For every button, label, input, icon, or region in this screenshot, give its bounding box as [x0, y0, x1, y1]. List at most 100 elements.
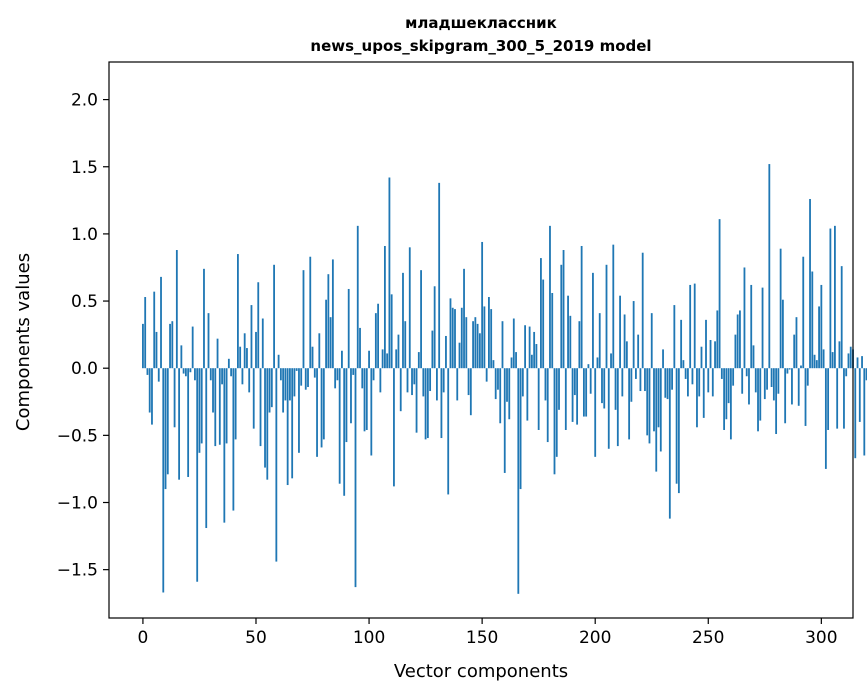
- bar-104: [377, 303, 380, 369]
- bar-254: [716, 310, 719, 369]
- bar-309: [840, 266, 843, 369]
- bar-267: [745, 368, 748, 377]
- bar-300: [820, 284, 823, 369]
- bar-143: [465, 317, 468, 369]
- bar-106: [381, 349, 384, 369]
- bar-137: [451, 307, 454, 369]
- bar-141: [460, 307, 463, 369]
- bar-200: [594, 368, 597, 457]
- bar-62: [282, 368, 285, 413]
- bar-40: [232, 368, 235, 511]
- bar-173: [533, 331, 536, 369]
- bar-246: [698, 368, 701, 397]
- bar-92: [350, 368, 352, 424]
- bar-150: [481, 241, 484, 369]
- bar-90: [345, 368, 348, 443]
- bar-8: [160, 276, 162, 369]
- bar-3: [148, 368, 151, 413]
- bar-189: [569, 315, 572, 369]
- y-tick-label: 0.0: [71, 359, 98, 379]
- bar-316: [856, 357, 859, 369]
- bar-151: [483, 306, 486, 369]
- bar-185: [560, 264, 563, 369]
- bar-240: [684, 368, 687, 379]
- bar-190: [571, 368, 574, 422]
- bar-56: [268, 368, 271, 413]
- bar-63: [284, 368, 287, 401]
- bar-238: [680, 319, 683, 369]
- bar-95: [356, 225, 359, 369]
- x-tick-label: 50: [245, 628, 267, 648]
- bar-257: [723, 368, 726, 430]
- bar-50: [255, 331, 257, 369]
- bar-41: [234, 368, 237, 440]
- bar-197: [587, 364, 590, 369]
- bar-251: [709, 340, 712, 369]
- bar-39: [230, 368, 233, 377]
- bar-84: [331, 259, 334, 369]
- bar-112: [395, 349, 398, 369]
- bar-292: [802, 256, 805, 369]
- bar-43: [239, 346, 242, 369]
- bar-19: [184, 368, 187, 377]
- bar-20: [187, 368, 190, 477]
- bar-255: [718, 219, 721, 369]
- bar-202: [598, 313, 601, 369]
- bars-group: [142, 164, 867, 594]
- bar-44: [241, 368, 244, 385]
- bar-212: [621, 368, 624, 397]
- bar-227: [655, 368, 658, 472]
- bar-96: [359, 327, 361, 369]
- bar-6: [155, 331, 158, 369]
- bar-296: [811, 271, 814, 369]
- bar-100: [368, 350, 370, 369]
- bar-260: [729, 368, 732, 440]
- x-tick-label: 0: [138, 628, 149, 648]
- x-axis-ticks: 0 50 100 150 200 250 300: [138, 618, 838, 648]
- bar-28: [205, 368, 208, 529]
- bar-253: [714, 341, 716, 369]
- bar-243: [691, 368, 694, 385]
- bar-306: [834, 225, 836, 369]
- bar-149: [478, 333, 481, 369]
- bar-31: [212, 368, 214, 413]
- bar-290: [797, 368, 800, 406]
- bar-162: [508, 368, 511, 420]
- bar-33: [216, 338, 219, 369]
- bar-283: [781, 299, 784, 369]
- bar-89: [343, 368, 346, 496]
- bar-230: [662, 349, 664, 369]
- bar-256: [720, 368, 723, 379]
- bar-232: [666, 368, 669, 400]
- bar-70: [300, 368, 303, 386]
- bar-194: [580, 245, 583, 369]
- bar-60: [277, 354, 280, 369]
- bar-317: [858, 368, 861, 422]
- bar-206: [607, 368, 610, 449]
- bar-110: [390, 294, 393, 369]
- bar-295: [809, 198, 811, 369]
- bar-180: [549, 225, 551, 369]
- x-axis-label: Vector components: [394, 661, 568, 682]
- bar-83: [329, 317, 332, 369]
- bar-201: [596, 357, 599, 369]
- chart-title-line1: младшеклассник: [405, 14, 557, 32]
- bar-282: [779, 248, 782, 369]
- bar-183: [555, 368, 558, 457]
- bar-166: [517, 368, 520, 594]
- bar-67: [293, 368, 296, 397]
- bar-159: [501, 321, 504, 369]
- bar-48: [250, 305, 253, 369]
- bar-299: [818, 306, 820, 369]
- bar-53: [261, 318, 264, 369]
- bar-271: [754, 368, 757, 393]
- bar-79: [320, 368, 323, 448]
- bar-91: [347, 288, 350, 369]
- bar-261: [732, 368, 735, 386]
- bar-26: [200, 368, 203, 444]
- bar-146: [472, 321, 474, 369]
- bar-126: [426, 368, 429, 439]
- bar-49: [252, 368, 255, 429]
- bar-301: [822, 349, 825, 369]
- bar-54: [264, 368, 266, 468]
